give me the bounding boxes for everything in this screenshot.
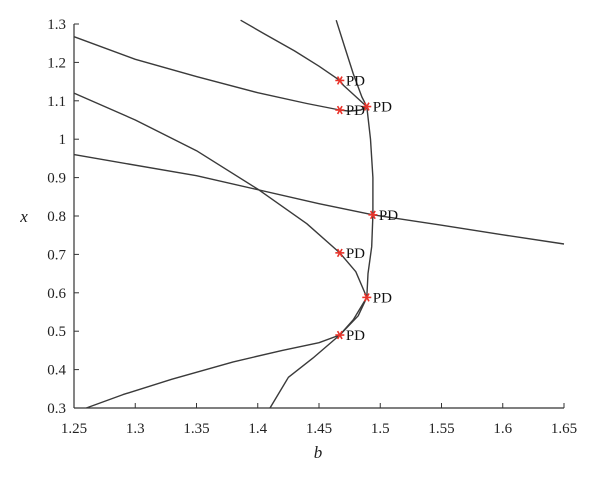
series-group [73, 19, 565, 409]
asterisk-stroke [336, 330, 343, 340]
x-tick-label: 1.35 [183, 421, 209, 437]
pd-label: PD [346, 328, 365, 344]
y-tick-label: 0.5 [47, 324, 66, 340]
asterisk-stroke [363, 102, 370, 111]
series-line-5 [73, 92, 368, 409]
x-tick-label: 1.55 [428, 421, 454, 437]
marker-group: PD PD PD PD PD PD PD [335, 73, 398, 344]
y-tick-label: 1.1 [47, 94, 66, 110]
x-tick-label: 1.4 [248, 421, 267, 437]
y-tick-label: 0.9 [47, 171, 66, 187]
x-tick-label: 1.3 [126, 421, 145, 437]
y-tick-label: 0.8 [47, 209, 66, 225]
pd-marker: PD [335, 328, 365, 344]
asterisk-stroke [369, 210, 376, 220]
y-axis-label: x [19, 207, 28, 226]
y-tick-label: 1.2 [47, 55, 66, 71]
pd-label: PD [346, 103, 365, 119]
pd-label: PD [379, 208, 398, 224]
y-tick-label: 1.3 [47, 17, 66, 33]
pd-marker: PD [335, 103, 365, 119]
y-tick-label: 0.3 [47, 401, 66, 417]
series-line-3 [240, 19, 368, 108]
y-tick-label: 0.6 [47, 286, 66, 302]
pd-marker: PD [362, 100, 392, 116]
axes: 1.25 1.3 1.35 1.4 1.45 1.5 1.55 1.6 1.65 0.3 0.4 0.… [47, 17, 577, 437]
y-tick-label: 0.7 [47, 247, 66, 263]
y-tick-label: 0.4 [47, 363, 66, 379]
pd-label: PD [373, 290, 392, 306]
asterisk-stroke [336, 105, 343, 115]
asterisk-stroke [336, 248, 343, 258]
x-axis-label: b [314, 443, 323, 462]
series-line-1 [73, 153, 565, 245]
pd-label: PD [346, 73, 365, 89]
series-line-4 [269, 19, 374, 409]
series-line-2 [73, 36, 368, 112]
y-tick-label: 1 [59, 132, 67, 148]
asterisk-stroke [336, 76, 343, 85]
x-tick-label: 1.45 [306, 421, 332, 437]
pd-marker: PD [335, 246, 365, 262]
x-tick-label: 1.5 [371, 421, 390, 437]
asterisk-stroke [363, 293, 370, 302]
x-tick-label: 1.6 [493, 421, 512, 437]
pd-marker: PD [335, 73, 365, 89]
pd-marker: PD [362, 290, 392, 306]
pd-label: PD [373, 100, 392, 116]
x-tick-label: 1.25 [61, 421, 87, 437]
pd-label: PD [346, 246, 365, 262]
x-tick-label: 1.65 [551, 421, 577, 437]
pd-marker: PD [368, 208, 398, 224]
